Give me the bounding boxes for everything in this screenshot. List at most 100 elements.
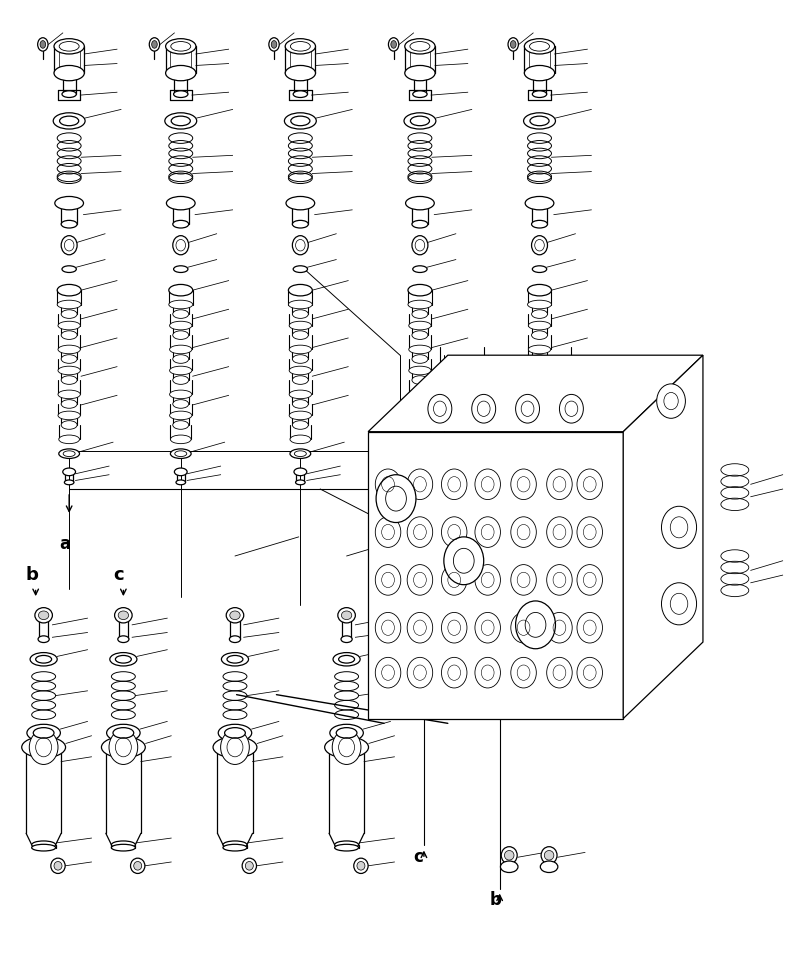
Circle shape xyxy=(375,517,401,548)
Ellipse shape xyxy=(412,331,428,339)
Ellipse shape xyxy=(170,449,191,458)
Ellipse shape xyxy=(412,310,428,318)
Ellipse shape xyxy=(150,37,160,51)
Circle shape xyxy=(475,657,501,688)
Ellipse shape xyxy=(171,116,190,126)
Ellipse shape xyxy=(529,449,550,458)
Ellipse shape xyxy=(111,841,135,849)
Ellipse shape xyxy=(389,37,399,51)
Ellipse shape xyxy=(334,841,358,849)
Circle shape xyxy=(407,613,433,643)
Ellipse shape xyxy=(61,376,77,385)
Text: a: a xyxy=(59,535,70,553)
Ellipse shape xyxy=(113,728,134,738)
Circle shape xyxy=(407,657,433,688)
Ellipse shape xyxy=(226,608,244,623)
Ellipse shape xyxy=(271,40,277,48)
Ellipse shape xyxy=(114,608,132,623)
Ellipse shape xyxy=(166,197,195,210)
Text: b: b xyxy=(490,891,502,909)
Circle shape xyxy=(511,657,536,688)
Ellipse shape xyxy=(288,173,312,183)
Ellipse shape xyxy=(176,480,186,484)
Circle shape xyxy=(221,730,250,764)
Ellipse shape xyxy=(134,861,142,870)
Ellipse shape xyxy=(55,197,83,210)
Circle shape xyxy=(475,517,501,548)
Ellipse shape xyxy=(501,861,518,873)
Circle shape xyxy=(61,236,77,255)
Circle shape xyxy=(531,236,547,255)
Ellipse shape xyxy=(531,331,547,339)
Ellipse shape xyxy=(527,285,551,296)
Circle shape xyxy=(515,394,539,423)
Ellipse shape xyxy=(38,636,50,643)
Ellipse shape xyxy=(405,65,435,81)
Circle shape xyxy=(375,565,401,596)
Ellipse shape xyxy=(170,435,191,444)
Circle shape xyxy=(662,583,697,625)
Ellipse shape xyxy=(286,197,314,210)
Ellipse shape xyxy=(412,221,428,228)
Circle shape xyxy=(442,517,467,548)
Polygon shape xyxy=(368,432,623,718)
Ellipse shape xyxy=(106,724,140,741)
Ellipse shape xyxy=(54,113,85,129)
Ellipse shape xyxy=(408,300,432,309)
Circle shape xyxy=(442,657,467,688)
Ellipse shape xyxy=(295,480,305,484)
Ellipse shape xyxy=(294,451,306,456)
Ellipse shape xyxy=(544,851,554,860)
Circle shape xyxy=(577,657,602,688)
Ellipse shape xyxy=(290,449,310,458)
Ellipse shape xyxy=(166,38,196,54)
Circle shape xyxy=(173,236,189,255)
Circle shape xyxy=(511,469,536,500)
Ellipse shape xyxy=(292,221,308,228)
Ellipse shape xyxy=(285,65,315,81)
Circle shape xyxy=(442,469,467,500)
Ellipse shape xyxy=(408,173,432,183)
Ellipse shape xyxy=(58,390,80,399)
Ellipse shape xyxy=(223,841,247,849)
Ellipse shape xyxy=(166,65,196,81)
Ellipse shape xyxy=(531,310,547,318)
Ellipse shape xyxy=(58,345,80,354)
Polygon shape xyxy=(368,355,703,432)
Ellipse shape xyxy=(341,636,352,643)
Ellipse shape xyxy=(528,345,550,354)
Ellipse shape xyxy=(57,173,81,183)
Ellipse shape xyxy=(293,91,307,98)
Ellipse shape xyxy=(292,400,308,409)
Ellipse shape xyxy=(230,636,241,643)
Ellipse shape xyxy=(330,724,363,741)
Ellipse shape xyxy=(173,355,189,363)
Ellipse shape xyxy=(222,652,249,666)
Ellipse shape xyxy=(292,310,308,318)
Ellipse shape xyxy=(508,37,518,51)
Circle shape xyxy=(546,657,572,688)
Circle shape xyxy=(546,517,572,548)
Ellipse shape xyxy=(64,480,74,484)
Ellipse shape xyxy=(38,611,49,620)
Ellipse shape xyxy=(174,91,188,98)
Ellipse shape xyxy=(27,724,60,741)
Ellipse shape xyxy=(527,300,551,309)
Ellipse shape xyxy=(58,435,79,444)
Ellipse shape xyxy=(30,652,57,666)
Ellipse shape xyxy=(338,655,354,663)
Ellipse shape xyxy=(333,652,360,666)
Ellipse shape xyxy=(269,37,279,51)
Ellipse shape xyxy=(292,331,308,339)
Ellipse shape xyxy=(288,300,312,309)
Ellipse shape xyxy=(35,608,53,623)
Circle shape xyxy=(475,613,501,643)
Ellipse shape xyxy=(173,221,189,228)
Ellipse shape xyxy=(170,321,192,330)
Ellipse shape xyxy=(288,285,312,296)
Circle shape xyxy=(511,517,536,548)
Ellipse shape xyxy=(130,858,145,874)
Ellipse shape xyxy=(534,480,544,484)
Ellipse shape xyxy=(410,116,430,126)
Circle shape xyxy=(375,469,401,500)
